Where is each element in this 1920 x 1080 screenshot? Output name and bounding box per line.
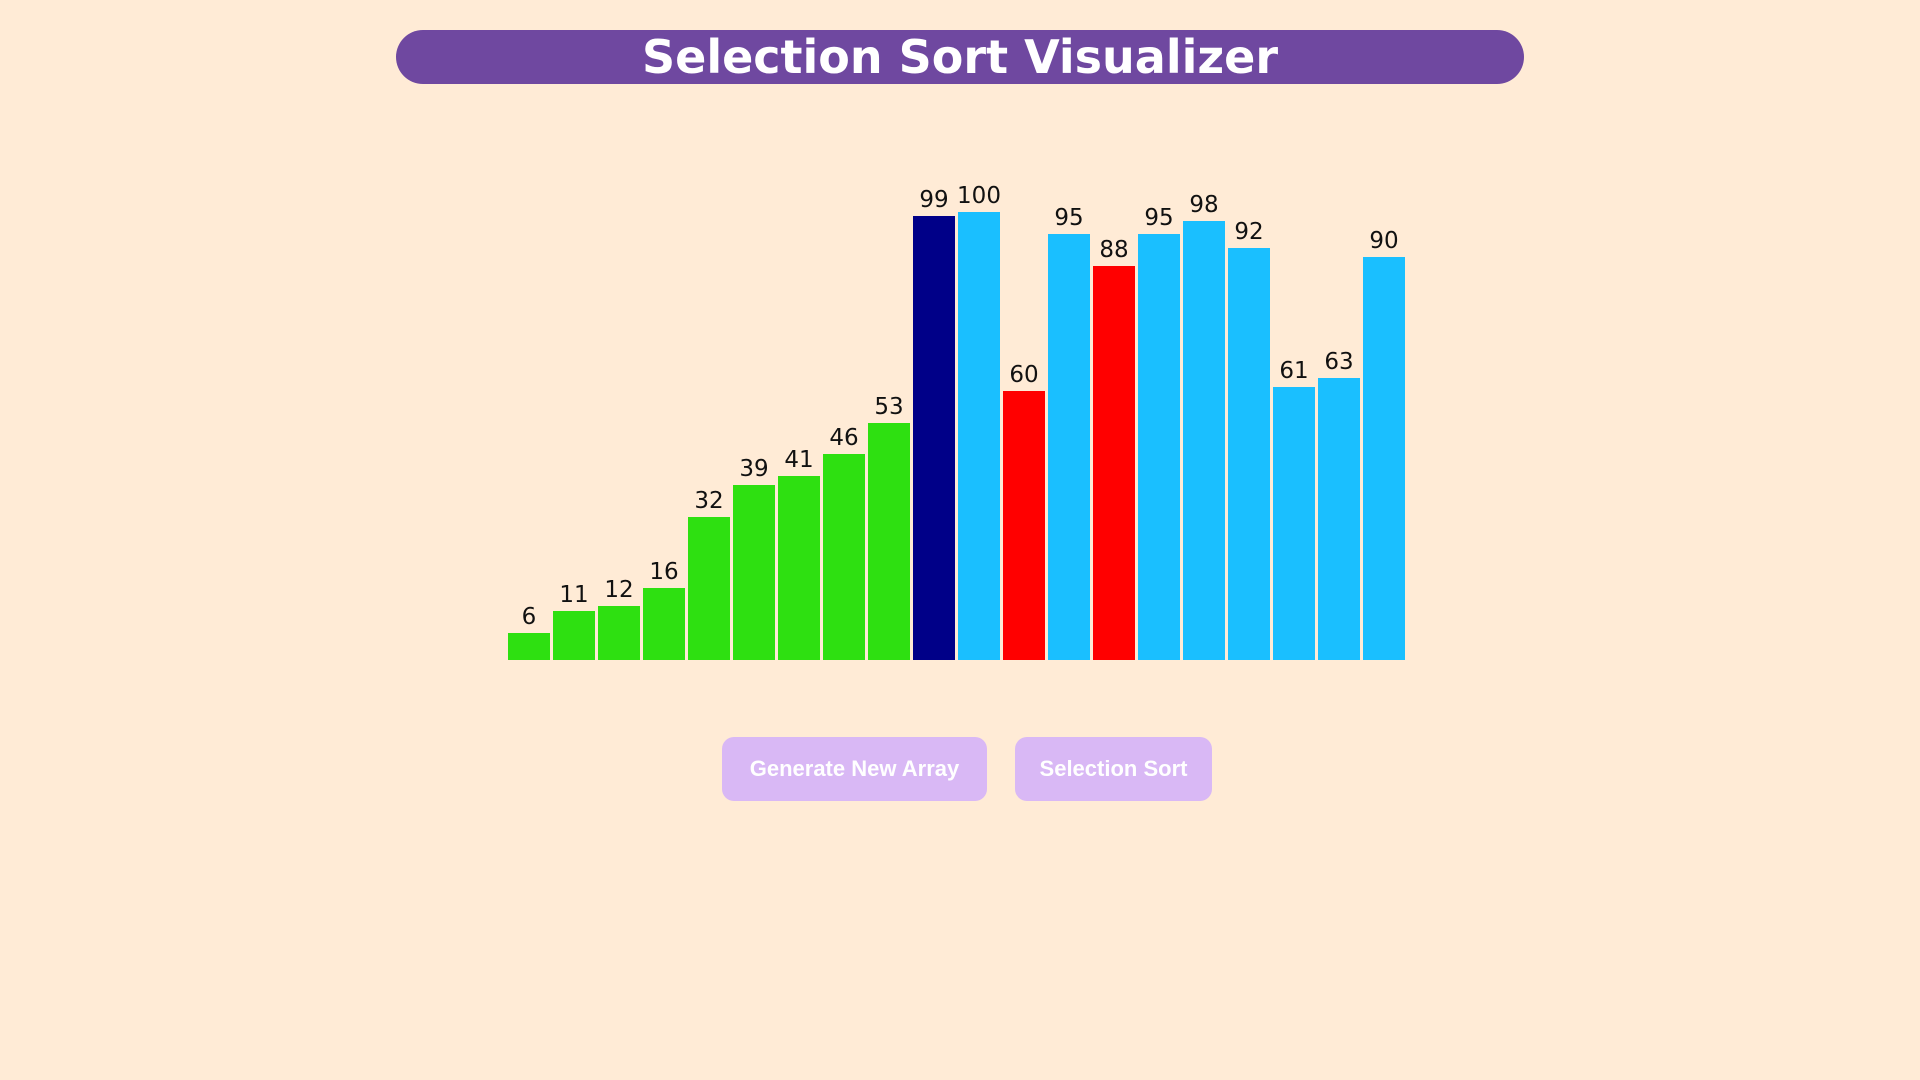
bar-5 <box>688 517 730 660</box>
bar-4 <box>643 588 685 660</box>
generate-new-array-button[interactable]: Generate New Array <box>722 737 987 801</box>
bar-8 <box>823 454 865 660</box>
bar-value-label: 41 <box>784 447 814 473</box>
bar-19 <box>1318 378 1360 660</box>
bar-chart: 6 11 12 16 32 39 41 46 53 99 100 60 95 88 95 98 92 61 63 90 <box>508 160 1412 660</box>
bar-value-label: 11 <box>559 582 589 608</box>
bar-18 <box>1273 387 1315 660</box>
bar-12 <box>1003 391 1045 660</box>
bar-value-label: 16 <box>649 559 679 585</box>
bar-value-label: 92 <box>1234 219 1264 245</box>
bar-value-label: 32 <box>694 488 724 514</box>
bar-value-label: 53 <box>874 394 904 420</box>
bar-13 <box>1048 234 1090 660</box>
bar-1 <box>508 633 550 660</box>
bar-16 <box>1183 221 1225 660</box>
bar-value-label: 90 <box>1369 228 1399 254</box>
page-title: Selection Sort Visualizer <box>641 30 1279 84</box>
bar-15 <box>1138 234 1180 660</box>
bar-9 <box>868 423 910 660</box>
bar-10 <box>913 216 955 660</box>
bar-value-label: 100 <box>957 183 1001 209</box>
bar-6 <box>733 485 775 660</box>
controls: Generate New Array Selection Sort <box>0 737 1920 801</box>
bar-value-label: 63 <box>1324 349 1354 375</box>
bar-11 <box>958 212 1000 660</box>
bar-20 <box>1363 257 1405 660</box>
bar-value-label: 99 <box>919 187 949 213</box>
bar-value-label: 6 <box>521 604 537 630</box>
bar-value-label: 98 <box>1189 192 1219 218</box>
bar-17 <box>1228 248 1270 660</box>
bar-14 <box>1093 266 1135 660</box>
bar-value-label: 88 <box>1099 237 1129 263</box>
bar-3 <box>598 606 640 660</box>
bar-value-label: 46 <box>829 425 859 451</box>
bar-value-label: 12 <box>604 577 634 603</box>
bar-2 <box>553 611 595 660</box>
bar-value-label: 95 <box>1144 205 1174 231</box>
bar-value-label: 95 <box>1054 205 1084 231</box>
title-banner: Selection Sort Visualizer <box>396 30 1524 84</box>
bar-value-label: 61 <box>1279 358 1309 384</box>
bar-value-label: 60 <box>1009 362 1039 388</box>
selection-sort-button[interactable]: Selection Sort <box>1015 737 1212 801</box>
bar-value-label: 39 <box>739 456 769 482</box>
bar-7 <box>778 476 820 660</box>
